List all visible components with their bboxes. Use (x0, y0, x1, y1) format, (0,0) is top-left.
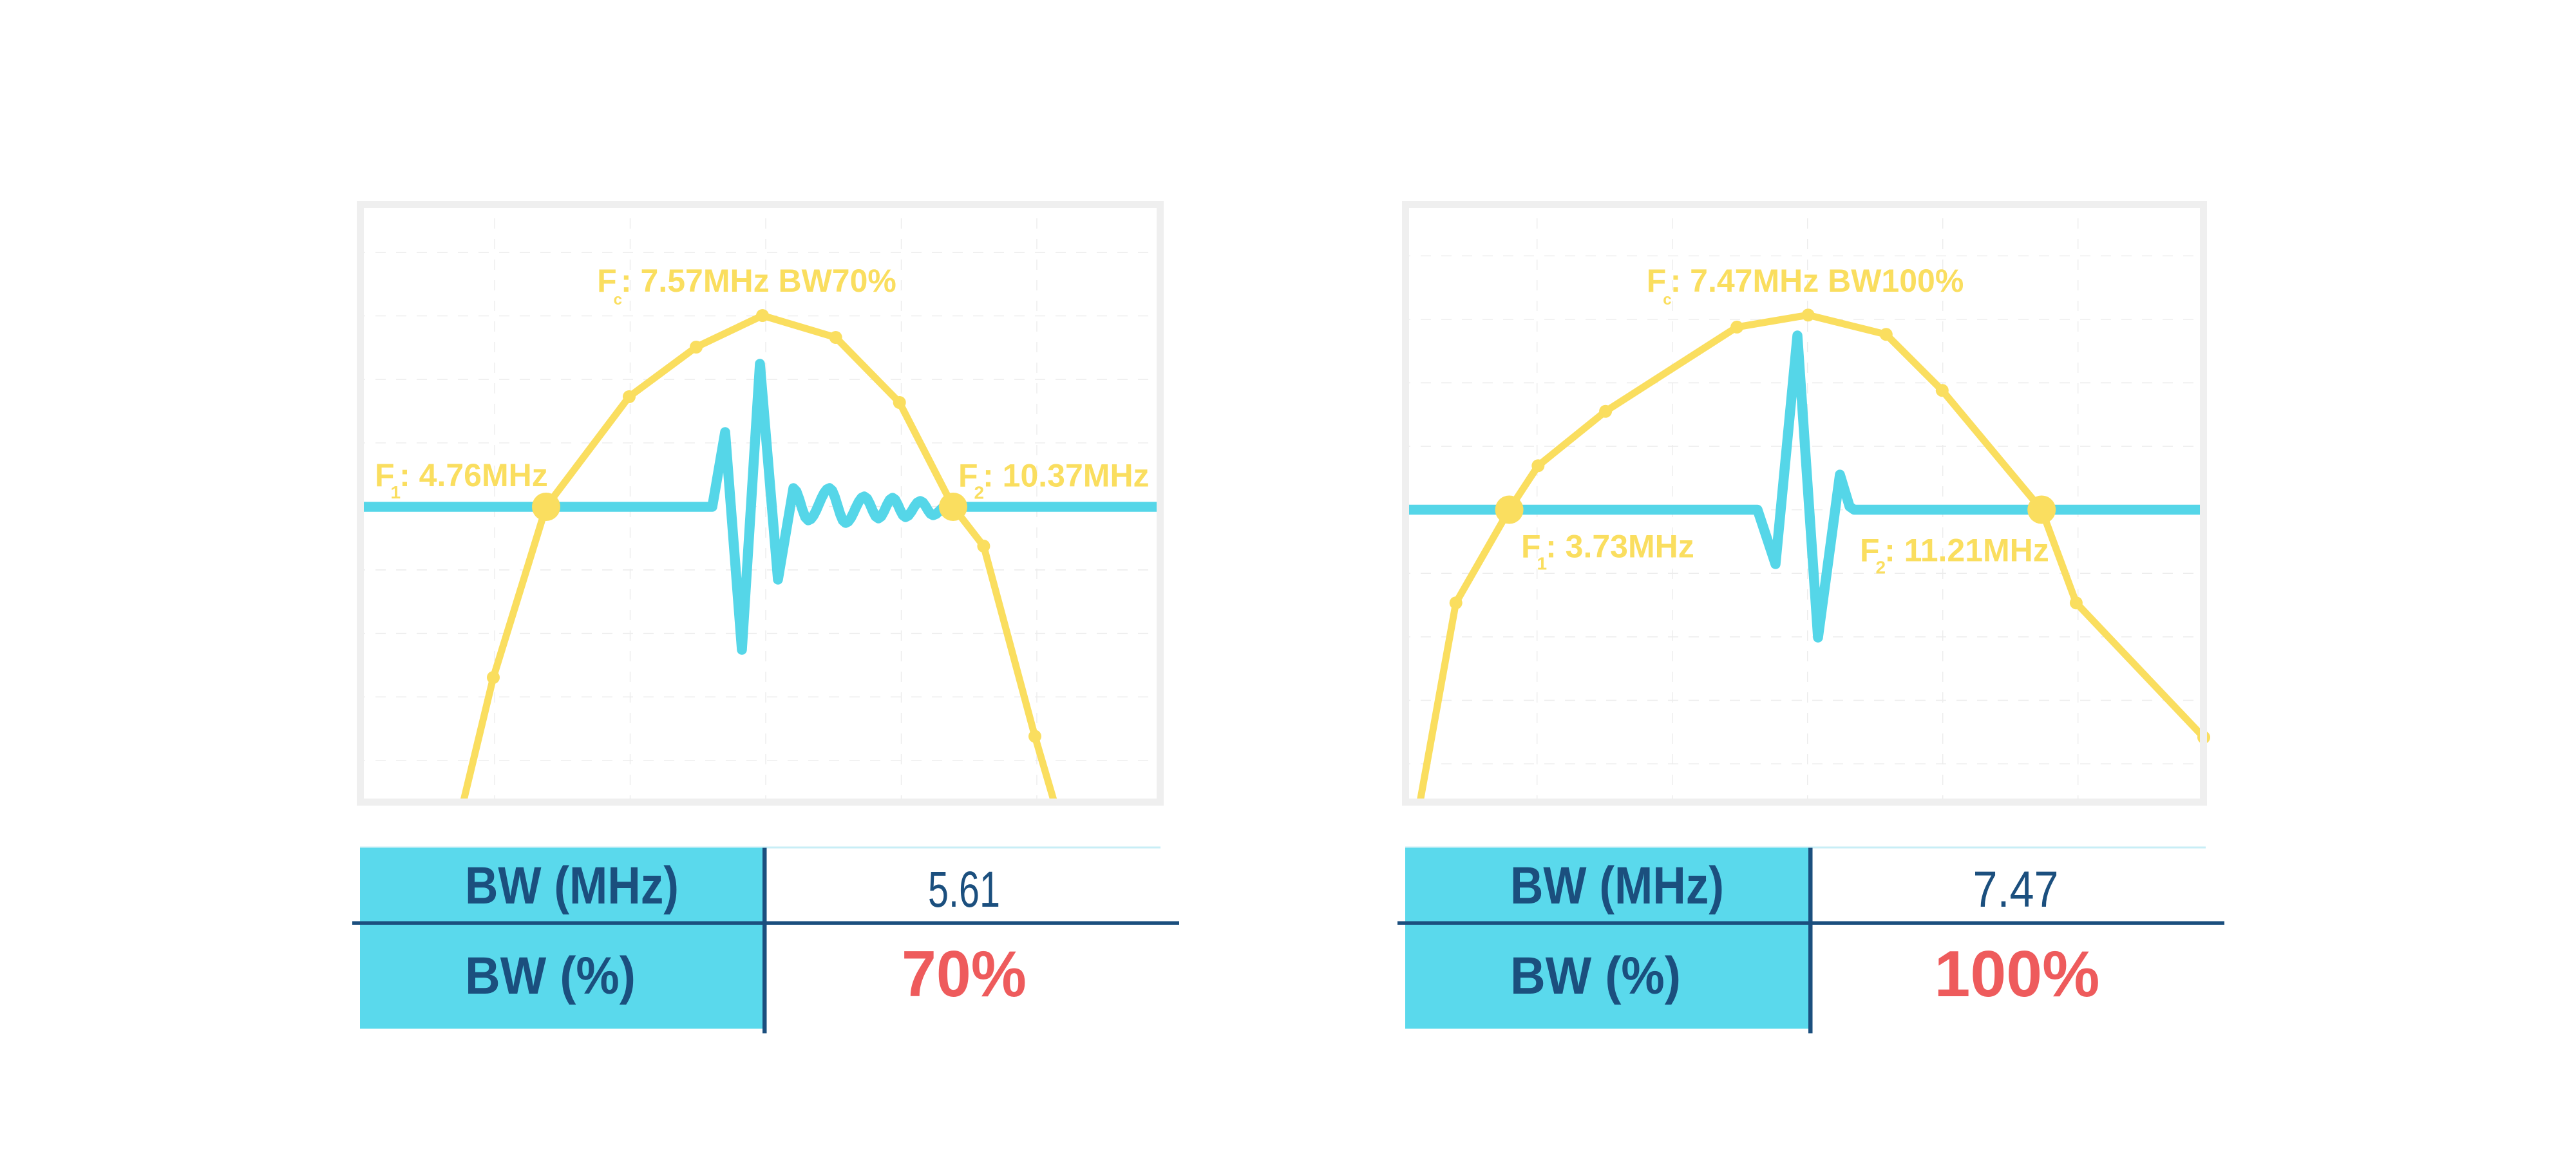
svg-text:Fc: 7.47MHz BW100%: Fc: 7.47MHz BW100% (1647, 263, 1964, 308)
svg-text:F1: 4.76MHz: F1: 4.76MHz (375, 457, 548, 502)
svg-text:Fc: 7.57MHz BW70%: Fc: 7.57MHz BW70% (597, 263, 896, 308)
svg-text:100%: 100% (1935, 938, 2100, 1010)
svg-text:F1: 3.73MHz: F1: 3.73MHz (1521, 529, 1694, 574)
svg-text:BW (MHz): BW (MHz) (465, 856, 679, 915)
svg-text:70%: 70% (902, 938, 1027, 1010)
svg-text:F2: 10.37MHz: F2: 10.37MHz (958, 458, 1150, 503)
svg-text:7.47: 7.47 (1973, 860, 2059, 918)
svg-text:BW (%): BW (%) (1510, 947, 1681, 1005)
svg-text:5.61: 5.61 (928, 860, 1000, 918)
svg-text:BW (%): BW (%) (465, 947, 636, 1005)
svg-text:F2: 11.21MHz: F2: 11.21MHz (1860, 532, 2049, 577)
svg-text:BW (MHz): BW (MHz) (1510, 856, 1724, 915)
